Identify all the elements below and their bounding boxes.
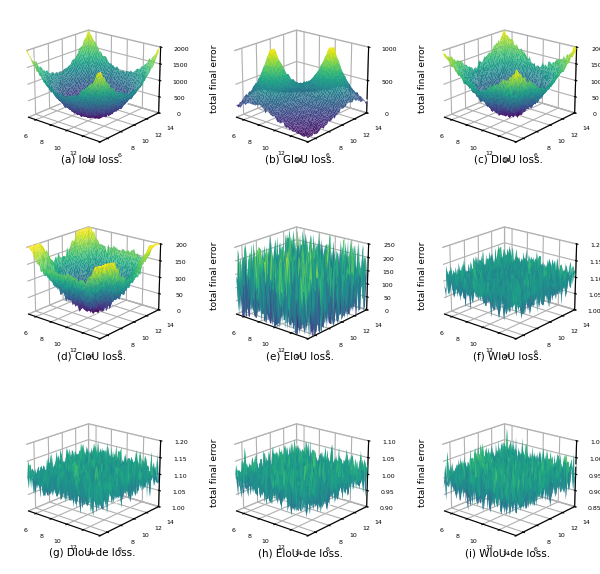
Title: (c) DIoU loss.: (c) DIoU loss. bbox=[473, 154, 542, 165]
Title: (h) EIoU-de loss.: (h) EIoU-de loss. bbox=[257, 548, 343, 559]
Title: (d) CIoU loss.: (d) CIoU loss. bbox=[58, 351, 127, 362]
Title: (i) WIoU-de loss.: (i) WIoU-de loss. bbox=[466, 548, 551, 559]
Title: (f) WIoU loss.: (f) WIoU loss. bbox=[473, 351, 542, 362]
Title: (g) DIoU-de loss.: (g) DIoU-de loss. bbox=[49, 548, 135, 559]
Title: (a) IoU loss.: (a) IoU loss. bbox=[61, 154, 123, 165]
Title: (b) GIoU loss.: (b) GIoU loss. bbox=[265, 154, 335, 165]
Title: (e) EIoU loss.: (e) EIoU loss. bbox=[266, 351, 334, 362]
